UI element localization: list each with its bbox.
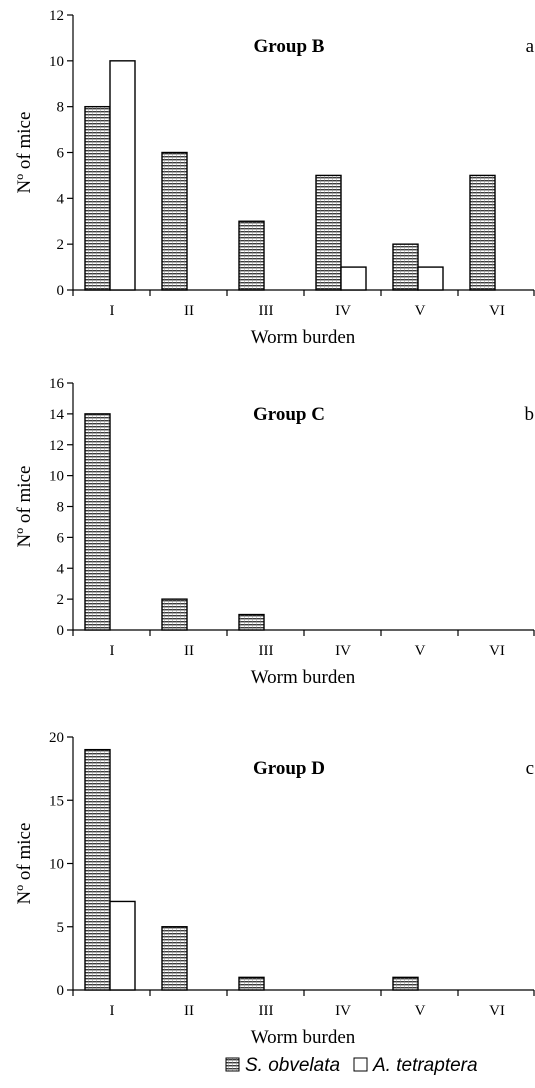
y-tick-label: 8 (57, 100, 65, 116)
bar-s-obvelata-I (84, 748, 111, 991)
bar-s-obvelata-I (84, 413, 111, 631)
x-category-label: V (415, 303, 426, 319)
y-tick-label: 12 (49, 438, 64, 454)
y-tick-label: 10 (49, 857, 64, 873)
x-category-label: I (110, 643, 115, 659)
bar-s-obvelata-V (392, 243, 419, 291)
y-tick-label: 2 (57, 592, 65, 608)
x-category-label: I (110, 303, 115, 319)
bar-a-tetraptera-I (109, 900, 136, 991)
y-tick-label: 12 (49, 8, 64, 24)
y-tick-label: 0 (57, 983, 65, 999)
x-category-label: II (184, 643, 194, 659)
y-tick-label: 10 (49, 54, 64, 70)
x-category-label: IV (335, 303, 351, 319)
legend-swatch-hatched (225, 1057, 240, 1072)
legend-swatch-white (353, 1057, 368, 1072)
bar-s-obvelata-II (161, 598, 188, 631)
y-axis-title: Nº of mice (14, 823, 35, 905)
bar-s-obvelata-III (238, 220, 265, 291)
y-tick-label: 4 (57, 561, 65, 577)
y-tick-label: 6 (57, 146, 65, 162)
y-tick-label: 0 (57, 283, 65, 299)
legend: S. obvelata A. tetraptera (225, 1055, 478, 1076)
bar-s-obvelata-IV (315, 174, 342, 291)
bar-a-tetraptera-IV (340, 266, 367, 291)
legend-label: S. obvelata (245, 1055, 340, 1076)
y-axis-title: Nº of mice (14, 112, 35, 194)
bar-s-obvelata-III (238, 613, 265, 631)
x-category-label: VI (489, 643, 505, 659)
bar-s-obvelata-III (238, 976, 265, 991)
bar-s-obvelata-VI (469, 174, 496, 291)
chart-title: Group D (253, 758, 325, 779)
y-tick-label: 5 (57, 920, 65, 936)
panel-letter: b (525, 404, 535, 425)
legend-label: A. tetraptera (372, 1055, 478, 1076)
y-tick-label: 15 (49, 793, 64, 809)
x-category-label: II (184, 303, 194, 319)
legend-item-s-obvelata: S. obvelata (225, 1055, 340, 1076)
x-category-label: I (110, 1003, 115, 1019)
x-category-label: V (415, 643, 426, 659)
x-category-label: III (259, 643, 274, 659)
x-category-label: IV (335, 643, 351, 659)
x-axis-title: Worm burden (251, 327, 356, 348)
chart-title: Group B (254, 36, 325, 57)
x-category-label: II (184, 1003, 194, 1019)
bar-s-obvelata-II (161, 926, 188, 991)
x-category-label: VI (489, 1003, 505, 1019)
bar-a-tetraptera-I (109, 60, 136, 291)
bar-a-tetraptera-V (417, 266, 444, 291)
y-tick-label: 8 (57, 500, 65, 516)
y-tick-label: 10 (49, 469, 64, 485)
y-tick-label: 14 (49, 407, 65, 423)
y-tick-label: 0 (57, 623, 65, 639)
x-axis-title: Worm burden (251, 667, 356, 688)
y-tick-label: 6 (57, 530, 65, 546)
x-category-label: IV (335, 1003, 351, 1019)
x-category-label: III (259, 303, 274, 319)
legend-item-a-tetraptera: A. tetraptera (353, 1055, 478, 1076)
y-tick-label: 20 (49, 730, 64, 746)
bar-s-obvelata-V (392, 976, 419, 991)
y-tick-label: 4 (57, 191, 65, 207)
y-tick-label: 16 (49, 376, 65, 392)
x-category-label: III (259, 1003, 274, 1019)
x-category-label: VI (489, 303, 505, 319)
y-axis-title: Nº of mice (14, 466, 35, 548)
y-tick-label: 2 (57, 237, 65, 253)
panel-letter: c (526, 758, 534, 779)
bar-s-obvelata-I (84, 105, 111, 291)
chart-title: Group C (253, 404, 325, 425)
x-axis-title: Worm burden (251, 1027, 356, 1048)
bar-s-obvelata-II (161, 151, 188, 291)
x-category-label: V (415, 1003, 426, 1019)
panel-letter: a (526, 36, 535, 57)
